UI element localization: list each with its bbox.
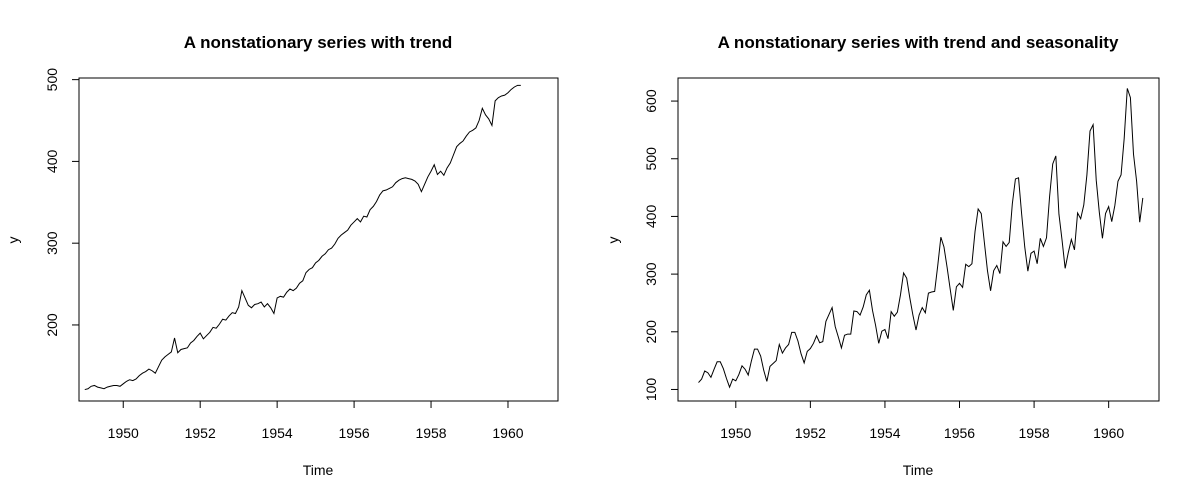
x-tick-label: 1956 — [339, 425, 370, 441]
y-tick-label: 100 — [643, 378, 659, 402]
x-axis: 1950 1952 1954 1956 1958 1960 — [720, 400, 1124, 441]
chart-trend: A nonstationary series with trend Time y… — [5, 33, 559, 478]
y-tick-label: 500 — [643, 147, 659, 171]
x-tick-label: 1960 — [492, 425, 523, 441]
x-tick-label: 1958 — [415, 425, 446, 441]
x-tick-label: 1956 — [944, 425, 975, 441]
chart-trend-seasonality: A nonstationary series with trend and se… — [605, 33, 1160, 478]
y-tick-label: 500 — [44, 68, 60, 92]
y-axis-label: y — [605, 237, 621, 244]
x-tick-label: 1958 — [1019, 425, 1050, 441]
plot-frame — [677, 77, 1160, 402]
series-line — [84, 84, 521, 391]
y-tick-label: 200 — [44, 313, 60, 337]
plot-frame — [78, 77, 559, 402]
x-tick-label: 1952 — [185, 425, 216, 441]
x-axis: 1950 1952 1954 1956 1958 1960 — [108, 400, 524, 441]
y-tick-label: 300 — [643, 262, 659, 286]
x-tick-label: 1954 — [262, 425, 293, 441]
x-tick-label: 1960 — [1093, 425, 1124, 441]
x-tick-label: 1952 — [795, 425, 826, 441]
x-tick-label: 1950 — [108, 425, 139, 441]
chart-title: A nonstationary series with trend and se… — [718, 33, 1119, 52]
y-tick-label: 300 — [44, 231, 60, 255]
y-axis-label: y — [5, 237, 21, 244]
x-tick-label: 1954 — [869, 425, 900, 441]
y-tick-label: 600 — [643, 89, 659, 113]
x-tick-label: 1950 — [720, 425, 751, 441]
x-axis-label: Time — [303, 462, 334, 478]
y-tick-label: 200 — [643, 320, 659, 344]
y-axis: 100 200 300 400 500 600 — [643, 89, 679, 402]
series-line — [698, 88, 1144, 389]
chart-title: A nonstationary series with trend — [184, 33, 453, 52]
x-axis-label: Time — [903, 462, 934, 478]
y-tick-label: 400 — [44, 150, 60, 174]
y-axis: 200 300 400 500 — [44, 68, 80, 337]
y-tick-label: 400 — [643, 205, 659, 229]
